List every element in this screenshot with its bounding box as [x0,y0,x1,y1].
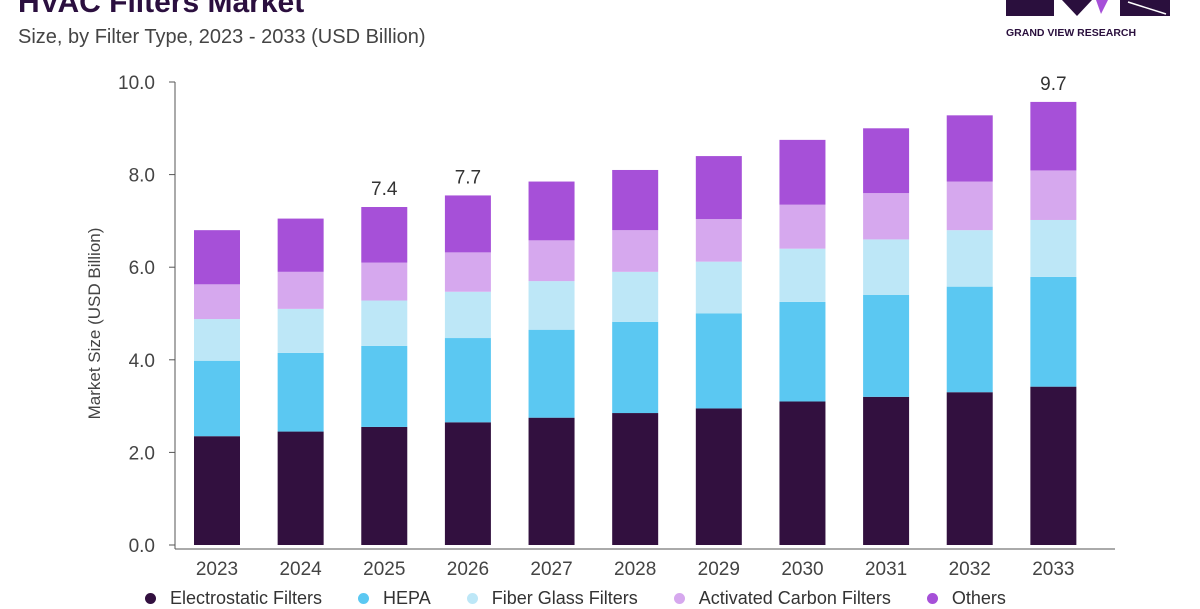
chart-subtitle: Size, by Filter Type, 2023 - 2033 (USD B… [18,26,426,48]
legend-swatch [926,592,938,604]
brand-name: GRAND VIEW RESEARCH [1006,27,1136,39]
bar-segment-2026-fiber-glass-filters [444,291,491,339]
y-tick-label: 2.0 [129,443,155,464]
bar-segment-2032-fiber-glass-filters [946,230,993,287]
bar-segment-2027-activated-carbon-filters [528,240,575,282]
bar-segment-2027-fiber-glass-filters [528,281,575,330]
bar-segment-2024-hepa [277,352,324,432]
bar-segment-2032-hepa [946,286,993,393]
bar-segment-2029-activated-carbon-filters [695,219,742,262]
x-tick-label: 2028 [614,559,656,580]
bar-segment-2033-hepa [1030,276,1077,387]
legend-swatch [145,592,156,604]
bar-segment-2026-hepa [444,338,491,423]
legend-label: Fiber Glass Filters [491,587,638,608]
bar-segment-2030-fiber-glass-filters [779,248,826,302]
bar-segment-2023-hepa [194,360,240,437]
data-label-2033: 9.7 [1040,74,1066,95]
bar-segment-2025-activated-carbon-filters [361,262,408,301]
x-tick-label: 2027 [530,559,572,580]
bar-segment-2028-fiber-glass-filters [612,271,659,322]
legend-item: Activated Carbon Filters [673,587,891,608]
legend-label: Others [951,587,1006,608]
legend-label: Electrostatic Filters [170,587,323,608]
y-tick-label: 0.0 [129,536,155,557]
x-tick-label: 2032 [949,559,991,580]
x-tick-label: 2030 [781,559,823,580]
data-label-2025: 7.4 [371,179,398,200]
legend-item: Fiber Glass Filters [466,587,638,608]
x-tick-label: 2031 [865,559,907,580]
y-tick-label: 10.0 [118,73,155,94]
bar-segment-2027-electrostatic-filters [528,417,575,545]
bar-segment-2032-activated-carbon-filters [946,181,993,231]
legend-label: HEPA [383,587,431,608]
bar-segment-2031-fiber-glass-filters [863,239,910,295]
x-tick-label: 2025 [363,559,405,580]
bar-segment-2028-hepa [612,321,659,414]
x-tick-label: 2033 [1032,559,1074,580]
grand-view-research-logo: GRAND VIEW RESEARCH [1006,0,1170,39]
bar-segment-2029-electrostatic-filters [695,408,742,545]
legend-item: HEPA [358,588,431,608]
legend-swatch [673,592,685,604]
y-tick-label: 4.0 [129,351,155,372]
y-tick-label: 6.0 [129,258,155,279]
legend-swatch [466,592,478,604]
legend-label: Activated Carbon Filters [698,587,891,608]
bar-segment-2031-hepa [863,294,910,397]
bar-segment-2025-others [361,207,408,263]
bar-segment-2030-hepa [779,301,826,402]
y-axis-label: Market Size (USD Billion) [85,228,104,420]
legend-item: Others [926,587,1006,608]
bar-segment-2031-activated-carbon-filters [863,193,910,240]
bar-segment-2031-electrostatic-filters [863,396,910,545]
bar-segment-2033-others [1030,101,1077,171]
bar-segment-2024-others [277,218,324,272]
chart-legend: Electrostatic Filters HEPA Fiber Glass Fil… [145,588,1006,608]
bar-segment-2027-others [528,181,575,241]
bar-segment-2030-others [779,139,826,205]
bar-segment-2026-activated-carbon-filters [444,252,491,292]
bar-segment-2024-fiber-glass-filters [277,308,324,353]
bar-segment-2028-activated-carbon-filters [612,230,659,272]
data-label-2026: 7.7 [455,167,481,188]
bar-segment-2028-others [612,169,659,231]
bar-segment-2023-others [194,230,240,285]
bar-segment-2024-activated-carbon-filters [277,271,324,309]
legend-swatch [358,592,370,604]
bar-segment-2029-fiber-glass-filters [695,261,742,314]
bar-segment-2027-hepa [528,329,575,418]
bar-segment-2030-electrostatic-filters [779,401,826,545]
bar-segment-2026-others [444,195,491,253]
bar-segment-2032-electrostatic-filters [946,392,993,545]
x-tick-label: 2029 [698,559,740,580]
chart-title: HVAC Filters Market [18,0,305,19]
bar-segment-2023-activated-carbon-filters [194,284,240,320]
bar-segment-2023-electrostatic-filters [194,436,240,545]
bar-segment-2033-electrostatic-filters [1030,386,1077,545]
x-tick-label: 2024 [279,559,322,580]
legend-item: Electrostatic Filters [145,588,322,608]
bar-segment-2033-activated-carbon-filters [1030,170,1077,220]
bar-segment-2023-fiber-glass-filters [194,319,240,361]
bar-segment-2028-electrostatic-filters [612,413,659,545]
x-tick-label: 2023 [196,559,238,580]
bar-segment-2025-electrostatic-filters [361,426,408,545]
bar-segment-2026-electrostatic-filters [444,422,491,545]
bar-segment-2029-others [695,156,742,220]
x-tick-label: 2026 [447,559,489,580]
bar-segment-2025-hepa [361,345,408,427]
bar-segment-2025-fiber-glass-filters [361,300,408,346]
bar-segment-2029-hepa [695,313,742,409]
bar-segment-2031-others [863,128,910,194]
y-tick-label: 8.0 [129,166,155,187]
bar-segment-2032-others [946,115,993,182]
bar-segment-2030-activated-carbon-filters [779,204,826,249]
bar-segment-2033-fiber-glass-filters [1030,219,1077,277]
bar-segment-2024-electrostatic-filters [277,431,324,545]
